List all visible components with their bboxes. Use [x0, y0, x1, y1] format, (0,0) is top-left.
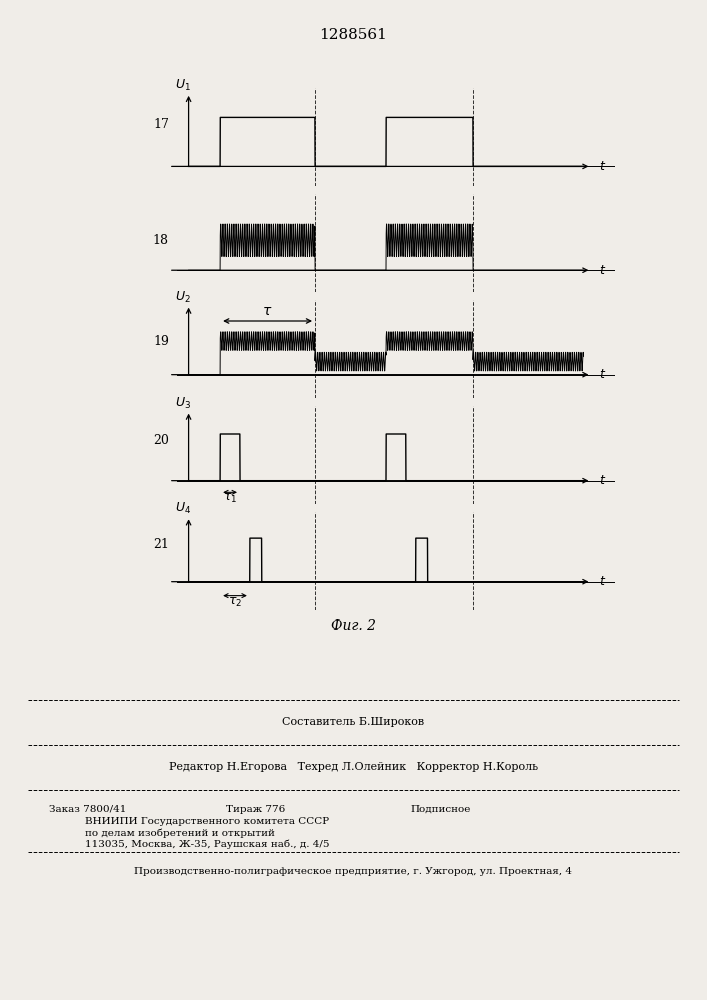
Text: 20: 20	[153, 434, 169, 448]
Text: по делам изобретений и открытий: по делам изобретений и открытий	[85, 828, 275, 838]
Text: $t$: $t$	[600, 264, 607, 277]
Text: ВНИИПИ Государственного комитета СССР: ВНИИПИ Государственного комитета СССР	[85, 818, 329, 826]
Text: 21: 21	[153, 538, 169, 551]
Text: $\tau_1$: $\tau_1$	[223, 492, 237, 505]
Text: Составитель Б.Широков: Составитель Б.Широков	[282, 717, 425, 727]
Text: Тираж 776: Тираж 776	[226, 804, 286, 814]
Text: $\tau_2$: $\tau_2$	[228, 596, 242, 609]
Text: $t$: $t$	[600, 474, 607, 487]
Text: Производственно-полиграфическое предприятие, г. Ужгород, ул. Проектная, 4: Производственно-полиграфическое предприя…	[134, 867, 573, 876]
Text: 17: 17	[153, 118, 169, 131]
Text: 113035, Москва, Ж-35, Раушская наб., д. 4/5: 113035, Москва, Ж-35, Раушская наб., д. …	[85, 839, 329, 849]
Text: $t$: $t$	[600, 575, 607, 588]
Text: $U_3$: $U_3$	[175, 396, 191, 411]
Text: $t$: $t$	[600, 160, 607, 173]
Text: Подписное: Подписное	[410, 804, 470, 814]
Text: 19: 19	[153, 335, 169, 348]
Text: $U_2$: $U_2$	[175, 290, 191, 305]
Text: $\tau$: $\tau$	[262, 304, 273, 318]
Text: Редактор Н.Егорова   Техред Л.Олейник   Корректор Н.Король: Редактор Н.Егорова Техред Л.Олейник Корр…	[169, 762, 538, 772]
Text: 1288561: 1288561	[320, 28, 387, 42]
Text: $t$: $t$	[600, 368, 607, 381]
Text: Фиг. 2: Фиг. 2	[331, 619, 376, 633]
Text: $U_1$: $U_1$	[175, 78, 191, 93]
Text: Заказ 7800/41: Заказ 7800/41	[49, 804, 127, 814]
Text: $U_4$: $U_4$	[175, 501, 191, 516]
Text: 18: 18	[153, 234, 169, 247]
